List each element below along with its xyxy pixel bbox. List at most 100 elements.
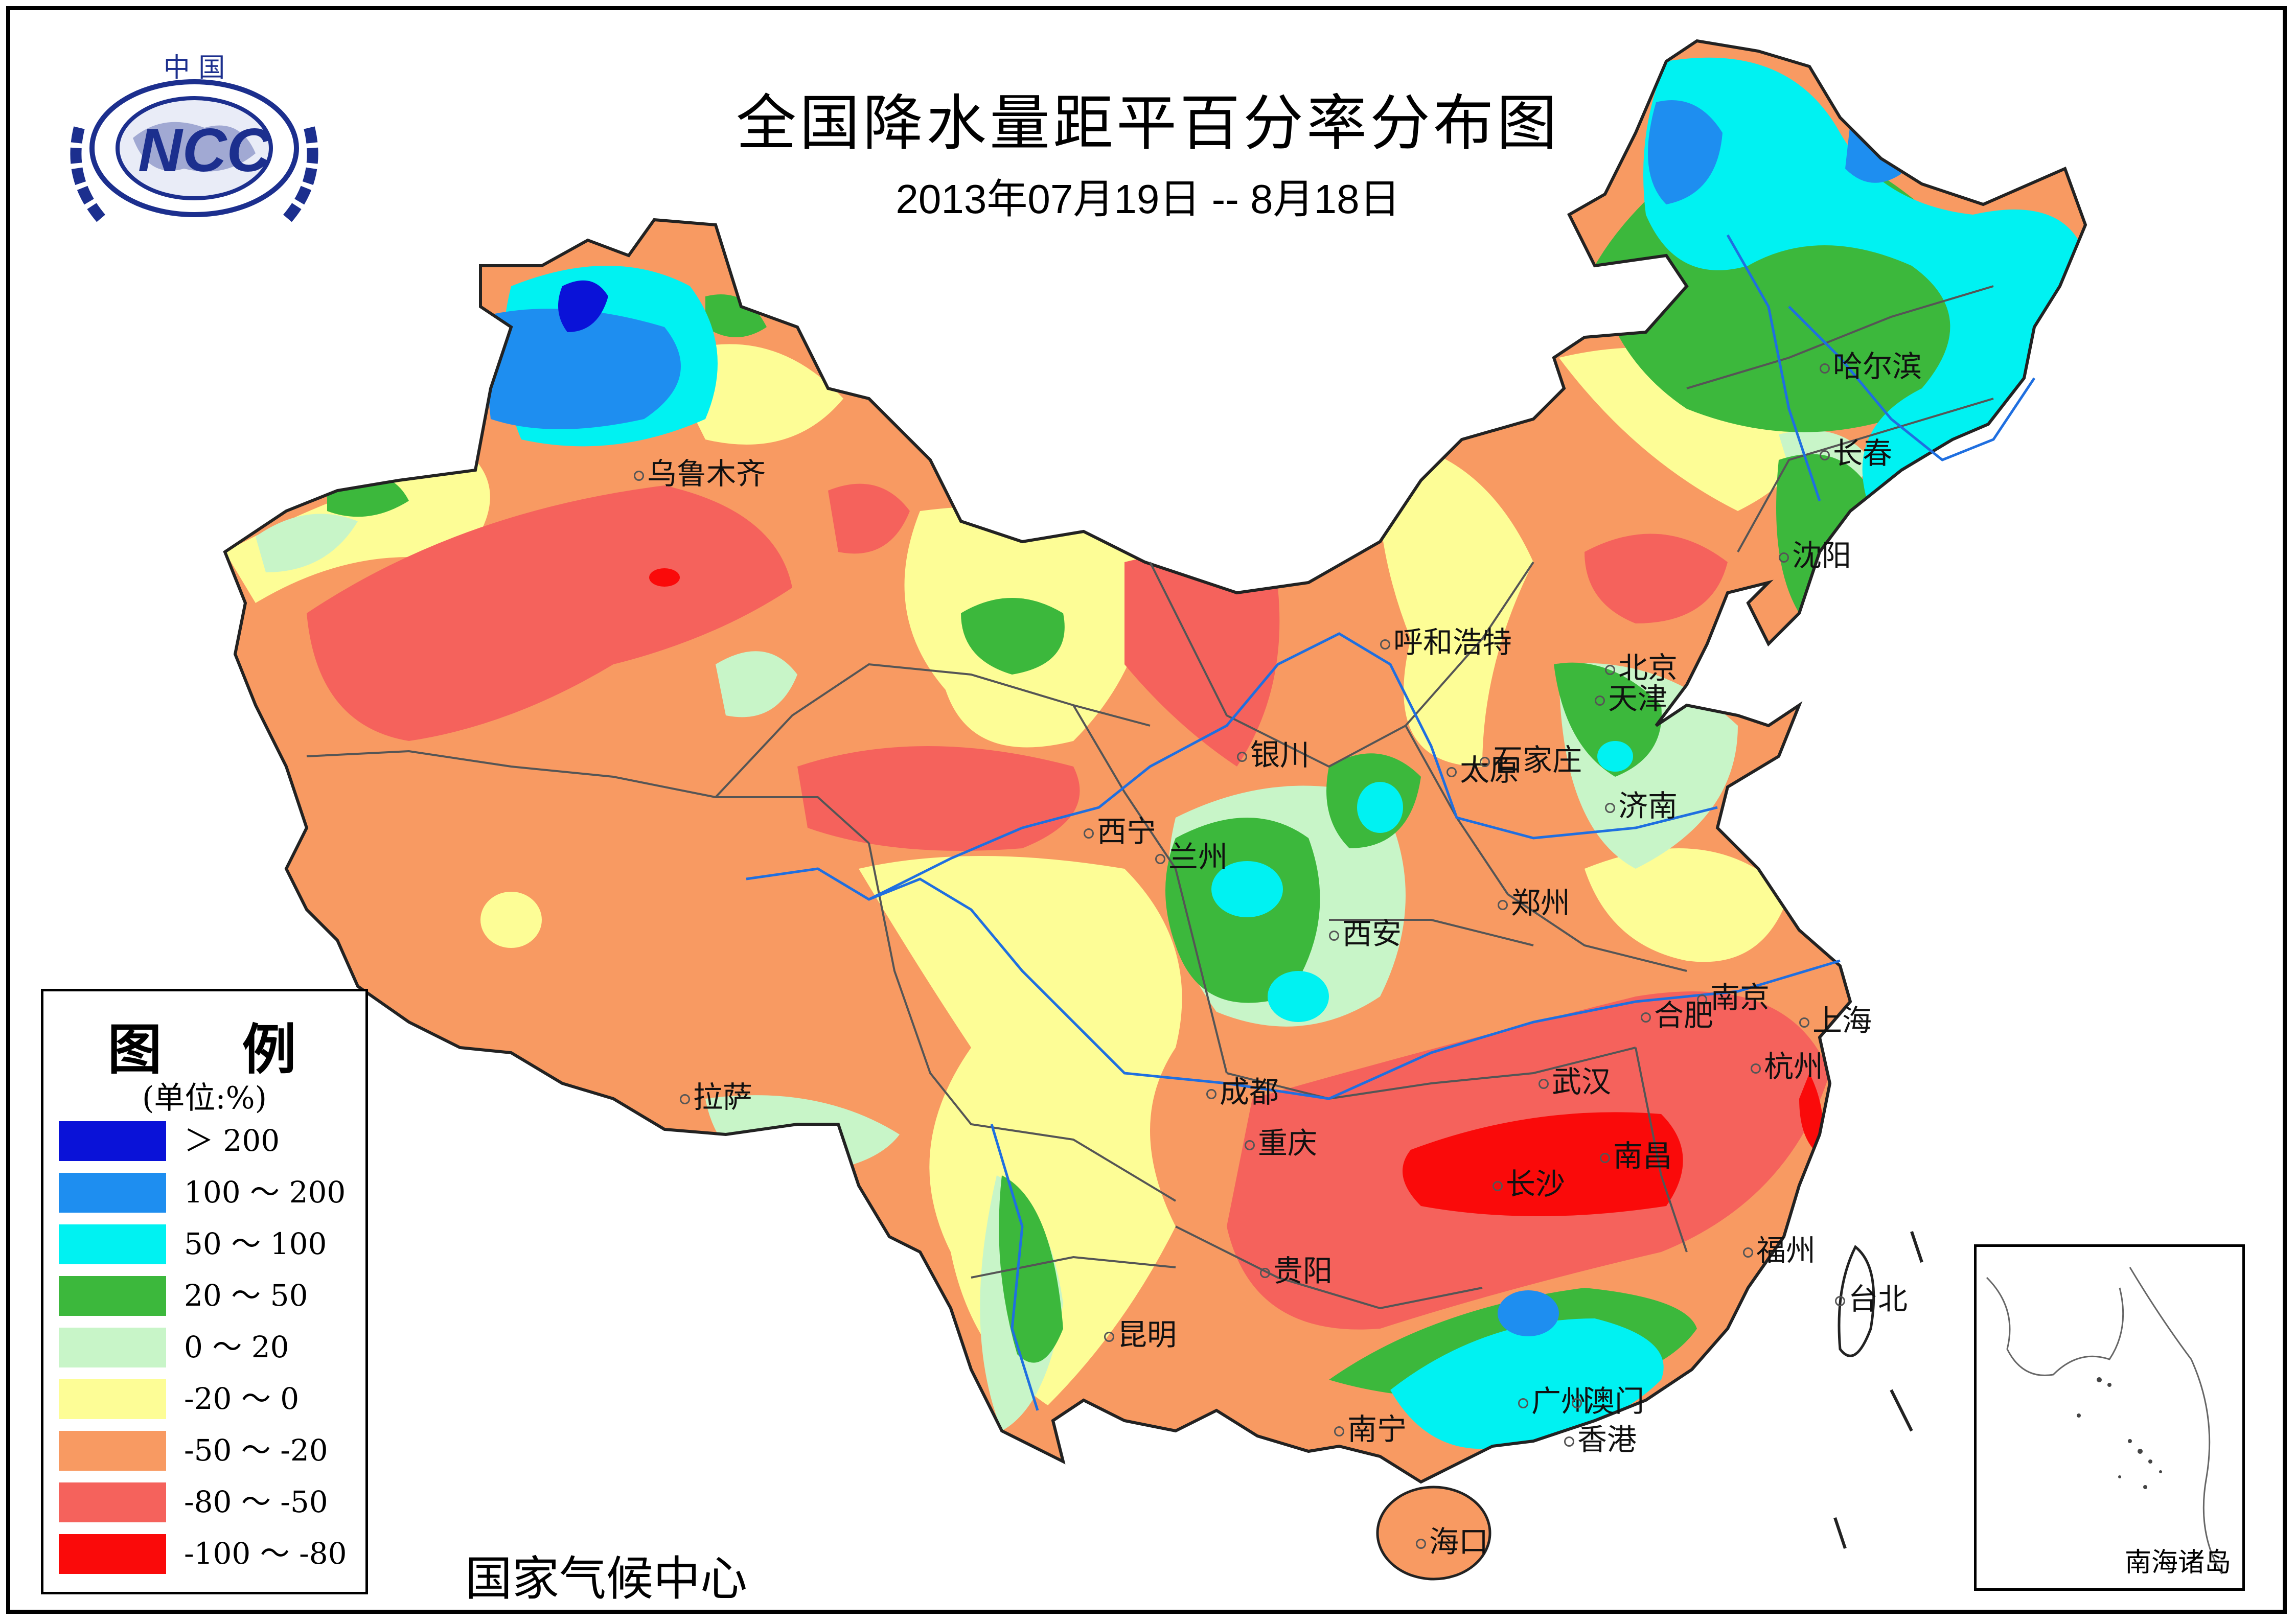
city-marker-icon xyxy=(1416,1538,1426,1549)
city-name: 南昌 xyxy=(1613,1139,1673,1173)
city-label: 香港 xyxy=(1564,1416,1637,1458)
city-marker-icon xyxy=(1820,363,1830,374)
city-name: 南京 xyxy=(1710,980,1770,1015)
city-name: 上海 xyxy=(1812,1003,1872,1038)
legend-swatch xyxy=(59,1173,166,1213)
city-marker-icon xyxy=(1799,1017,1809,1028)
city-name: 昆明 xyxy=(1117,1317,1177,1352)
city-marker-icon xyxy=(1605,664,1615,675)
city-marker-icon xyxy=(1820,450,1830,460)
city-label: 杭州 xyxy=(1751,1042,1823,1085)
legend-item: -50 ～ -20 xyxy=(59,1429,360,1472)
taiwan-outline xyxy=(1838,1245,1875,1357)
city-marker-icon xyxy=(1595,695,1605,706)
city-marker-icon xyxy=(1539,1078,1549,1089)
city-label: 沈阳 xyxy=(1779,531,1851,574)
legend-swatch xyxy=(59,1121,166,1161)
city-marker-icon xyxy=(1084,828,1094,839)
city-marker-icon xyxy=(1329,930,1339,941)
ncc-logo: 中 国 NCC xyxy=(70,53,318,224)
legend-label: 100 ～ 200 xyxy=(184,1175,346,1210)
svg-text:中 国: 中 国 xyxy=(164,53,225,83)
city-marker-icon xyxy=(680,1094,690,1104)
inset-map xyxy=(1986,1267,2223,1574)
city-marker-icon xyxy=(1743,1247,1753,1258)
city-marker-icon xyxy=(634,470,644,481)
city-marker-icon xyxy=(1518,1398,1528,1408)
city-label: 乌鲁木齐 xyxy=(634,450,766,493)
city-label: 长沙 xyxy=(1493,1160,1565,1203)
legend-swatch xyxy=(59,1431,166,1471)
city-marker-icon xyxy=(1835,1295,1845,1306)
city-label: 南京 xyxy=(1697,973,1770,1016)
city-name: 长沙 xyxy=(1506,1167,1566,1201)
city-label: 重庆 xyxy=(1245,1119,1317,1162)
city-marker-icon xyxy=(1779,552,1789,563)
city-name: 海口 xyxy=(1429,1524,1489,1559)
city-marker-icon xyxy=(1104,1331,1114,1342)
map-title: 全国降水量距平百分率分布图 xyxy=(736,88,1560,158)
city-label: 南宁 xyxy=(1334,1405,1407,1448)
city-label: 福州 xyxy=(1743,1226,1816,1269)
city-label: 台北 xyxy=(1835,1275,1908,1318)
city-label: 石家庄 xyxy=(1480,736,1582,779)
legend-label: -20 ～ 0 xyxy=(184,1381,300,1416)
city-label: 哈尔滨 xyxy=(1820,342,1922,385)
city-label: 南昌 xyxy=(1600,1132,1672,1175)
city-label: 上海 xyxy=(1799,996,1872,1039)
south-china-sea-inset: 南海诸岛 xyxy=(1974,1244,2245,1591)
legend-swatch xyxy=(59,1482,166,1522)
legend-item: 100 ～ 200 xyxy=(59,1171,360,1214)
city-marker-icon xyxy=(1237,751,1247,762)
city-label: 银川 xyxy=(1237,731,1310,774)
city-marker-icon xyxy=(1245,1140,1255,1150)
city-label: 北京 xyxy=(1605,644,1678,687)
legend-unit: (单位:%) xyxy=(142,1080,267,1116)
legend-title: 图 例 xyxy=(107,1018,327,1081)
legend-swatch xyxy=(59,1379,166,1419)
city-name: 拉萨 xyxy=(693,1080,753,1115)
city-name: 北京 xyxy=(1618,651,1678,685)
city-name: 乌鲁木齐 xyxy=(647,456,766,491)
city-label: 西安 xyxy=(1329,910,1402,953)
city-label: 呼和浩特 xyxy=(1380,618,1512,661)
city-label: 成都 xyxy=(1206,1068,1279,1111)
city-name: 杭州 xyxy=(1764,1049,1824,1084)
city-marker-icon xyxy=(1260,1267,1270,1278)
legend-swatch xyxy=(59,1534,166,1574)
city-name: 重庆 xyxy=(1258,1126,1318,1161)
city-name: 南宁 xyxy=(1347,1412,1407,1447)
city-marker-icon xyxy=(1641,1012,1651,1023)
city-name: 天津 xyxy=(1608,681,1668,716)
city-marker-icon xyxy=(1572,1398,1582,1408)
city-label: 郑州 xyxy=(1498,879,1570,922)
legend-item: -20 ～ 0 xyxy=(59,1377,360,1420)
inset-label: 南海诸岛 xyxy=(2124,1547,2231,1578)
city-name: 贵阳 xyxy=(1273,1254,1333,1288)
city-name: 澳门 xyxy=(1585,1384,1645,1419)
city-name: 西宁 xyxy=(1097,814,1157,849)
city-name: 呼和浩特 xyxy=(1393,625,1512,660)
rivers xyxy=(746,234,2036,1411)
city-label: 兰州 xyxy=(1155,833,1228,876)
city-marker-icon xyxy=(1751,1063,1761,1074)
city-label: 澳门 xyxy=(1572,1377,1644,1420)
legend-swatch xyxy=(59,1224,166,1264)
city-marker-icon xyxy=(1493,1180,1503,1191)
city-label: 长春 xyxy=(1820,429,1892,472)
legend-item: -80 ～ -50 xyxy=(59,1480,360,1523)
city-marker-icon xyxy=(1447,767,1457,777)
legend-label: -100 ～ -80 xyxy=(184,1536,347,1571)
legend-item: 0 ～ 20 xyxy=(59,1326,360,1369)
city-label: 天津 xyxy=(1595,675,1667,717)
city-name: 郑州 xyxy=(1511,886,1571,920)
city-label: 西宁 xyxy=(1084,807,1156,850)
sea-boundary-marks xyxy=(1833,1231,1923,1549)
city-marker-icon xyxy=(1605,802,1615,813)
city-label: 武汉 xyxy=(1539,1058,1611,1101)
legend-label: -80 ～ -50 xyxy=(184,1485,328,1519)
hainan-outline xyxy=(1376,1486,1491,1581)
city-label: 贵阳 xyxy=(1260,1247,1333,1290)
city-name: 西安 xyxy=(1342,916,1402,951)
map-frame xyxy=(6,6,2287,1614)
